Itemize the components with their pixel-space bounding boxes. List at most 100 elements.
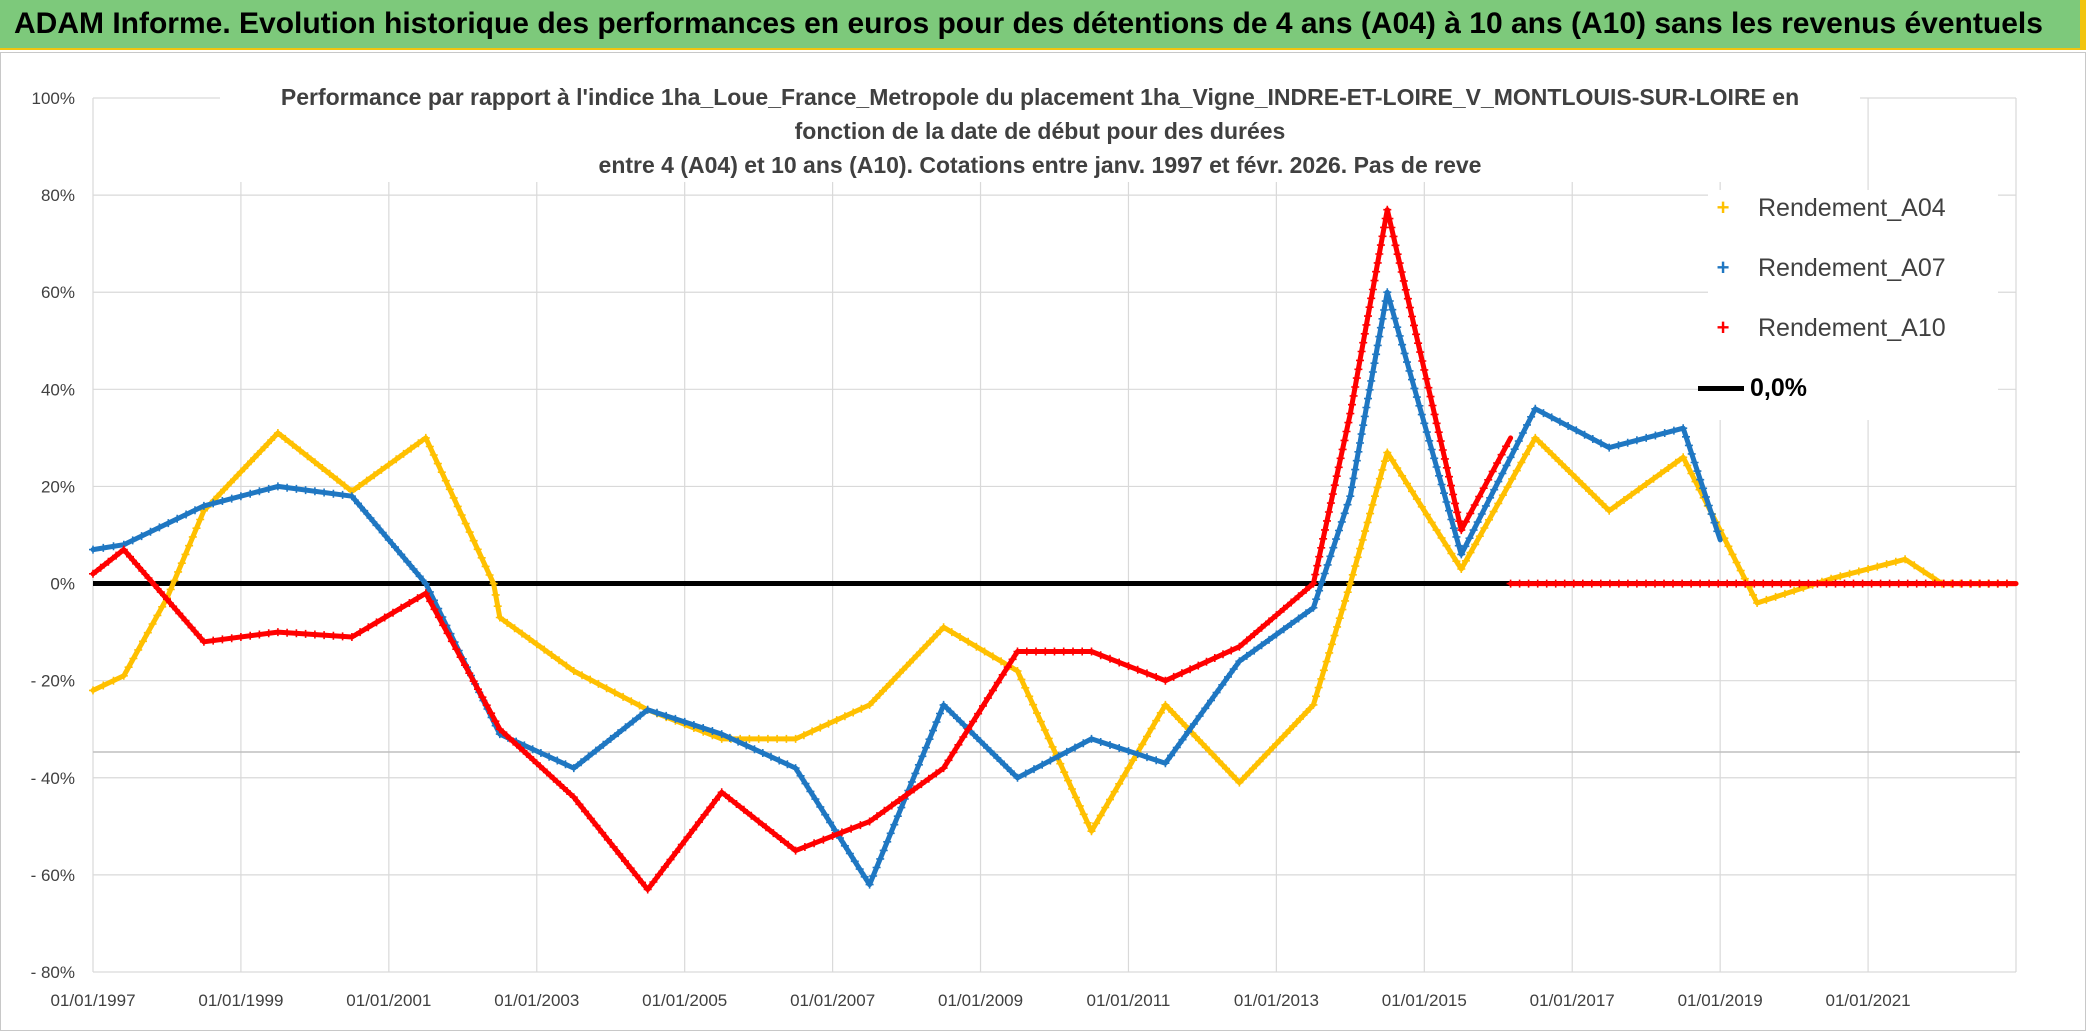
series-a07-point — [1547, 413, 1556, 422]
series-a04-point — [288, 440, 297, 449]
series-a04-point — [1919, 567, 1928, 576]
series-a04-point — [310, 458, 319, 467]
series-a10-point — [1403, 294, 1412, 303]
series-a04-point — [1317, 674, 1326, 683]
series-a04-point — [281, 434, 290, 443]
series-a10-point — [1349, 391, 1358, 400]
series-a04-point — [1526, 442, 1535, 451]
series-a07-point — [536, 749, 545, 757]
series-a04-point — [489, 579, 498, 588]
series-a07-point — [1486, 493, 1495, 502]
series-a04-point — [1471, 540, 1480, 549]
x-tick-label: 01/01/2009 — [938, 991, 1023, 1010]
series-a04-point — [1106, 795, 1114, 804]
series-a07-point — [1218, 680, 1227, 689]
series-a07-point — [584, 752, 593, 761]
series-a04-point — [619, 692, 628, 701]
series-a07-point — [283, 483, 292, 492]
series-a04-point — [1498, 491, 1507, 500]
series-a04-point — [188, 532, 197, 541]
series-a07-point — [1317, 578, 1326, 587]
series-a07-point — [1539, 409, 1548, 418]
series-a07-point — [742, 741, 751, 750]
series-a04-point — [1235, 778, 1244, 787]
x-tick-label: 01/01/2017 — [1530, 991, 1615, 1010]
series-a10-point — [542, 768, 551, 777]
series-a10-point — [1087, 647, 1096, 656]
series-a10-point — [338, 632, 347, 641]
series-a07-point — [227, 494, 236, 503]
series-a04-point — [540, 645, 549, 654]
series-a10-point — [717, 788, 726, 797]
series-a04-point — [1168, 708, 1177, 716]
legend-label-a10: Rendement_A10 — [1758, 313, 1946, 342]
series-a04-point — [791, 734, 800, 743]
series-a10-flat-point — [1993, 579, 2002, 588]
series-a07-point — [1302, 609, 1310, 618]
series-a04-point — [491, 590, 500, 599]
series-a07-point — [1372, 350, 1381, 359]
series-a04-point — [1161, 700, 1170, 709]
series-a07-point — [614, 729, 623, 738]
series-a10-point — [1319, 534, 1328, 543]
series-a10-point — [413, 594, 422, 603]
series-a07-point — [872, 863, 881, 872]
series-a10-flat-point — [1786, 579, 1795, 588]
series-a04-point — [1845, 569, 1854, 578]
series-a10-point — [1352, 374, 1361, 383]
series-a10-point — [199, 637, 208, 646]
series-a07-point — [1430, 454, 1439, 463]
series-a10-point — [1152, 673, 1161, 681]
series-a07-point — [1523, 420, 1531, 429]
series-a04-point — [824, 719, 833, 728]
series-a10-point — [421, 589, 430, 598]
series-a10-point — [1235, 642, 1244, 651]
series-a07-point — [1510, 445, 1519, 454]
series-a10-point — [666, 855, 675, 864]
series-a04-point — [1388, 456, 1397, 465]
series-a04-point — [1335, 614, 1344, 623]
series-a04-point — [174, 567, 183, 576]
series-a04-point — [1075, 801, 1084, 810]
series-a04-point — [1873, 562, 1882, 571]
series-a10-point — [1385, 214, 1394, 223]
series-a07-point — [708, 727, 717, 735]
series-a10-point — [439, 621, 448, 630]
series-a10-flat-point — [2003, 579, 2011, 588]
series-a10-point — [1323, 516, 1331, 525]
series-a04-point — [1403, 479, 1411, 488]
series-a07-point — [1555, 417, 1564, 426]
series-a04-point — [1544, 447, 1553, 456]
series-a07-point — [717, 730, 726, 739]
series-a10-point — [939, 764, 948, 773]
series-a04-point — [562, 661, 571, 670]
series-a10-point — [443, 629, 452, 638]
series-a04-point — [1021, 683, 1030, 692]
series-a10-point — [1418, 357, 1427, 365]
series-a04-markers — [89, 429, 2011, 836]
chart-title: Performance par rapport à l'indice 1ha_L… — [220, 80, 1860, 182]
chart-title-line-2: fonction de la date de début pour des du… — [794, 118, 1286, 144]
series-a10-point — [502, 731, 511, 740]
series-a10-point — [1364, 312, 1372, 321]
series-a10-point — [791, 846, 800, 855]
series-a04-point — [143, 628, 152, 637]
series-a10-flat-point — [1732, 579, 1741, 588]
series-a07-point — [1351, 465, 1360, 474]
series-a07-point — [662, 711, 671, 720]
series-a07-point — [1161, 759, 1170, 768]
series-a07-point — [865, 880, 874, 889]
series-a07-point — [1437, 480, 1446, 489]
series-a10-point — [1311, 570, 1320, 579]
series-a04-point — [1368, 500, 1377, 509]
series-a10-point — [626, 864, 635, 873]
series-a10-point — [1367, 294, 1376, 303]
series-a04-point — [1152, 716, 1161, 725]
series-a04-point — [220, 485, 229, 494]
series-a04-point — [1679, 453, 1688, 462]
series-a07-point — [1465, 534, 1474, 543]
series-a10-point — [598, 828, 607, 837]
series-a10-point — [1383, 205, 1392, 214]
series-a07-point — [366, 514, 375, 522]
series-a07-point — [1224, 672, 1232, 681]
